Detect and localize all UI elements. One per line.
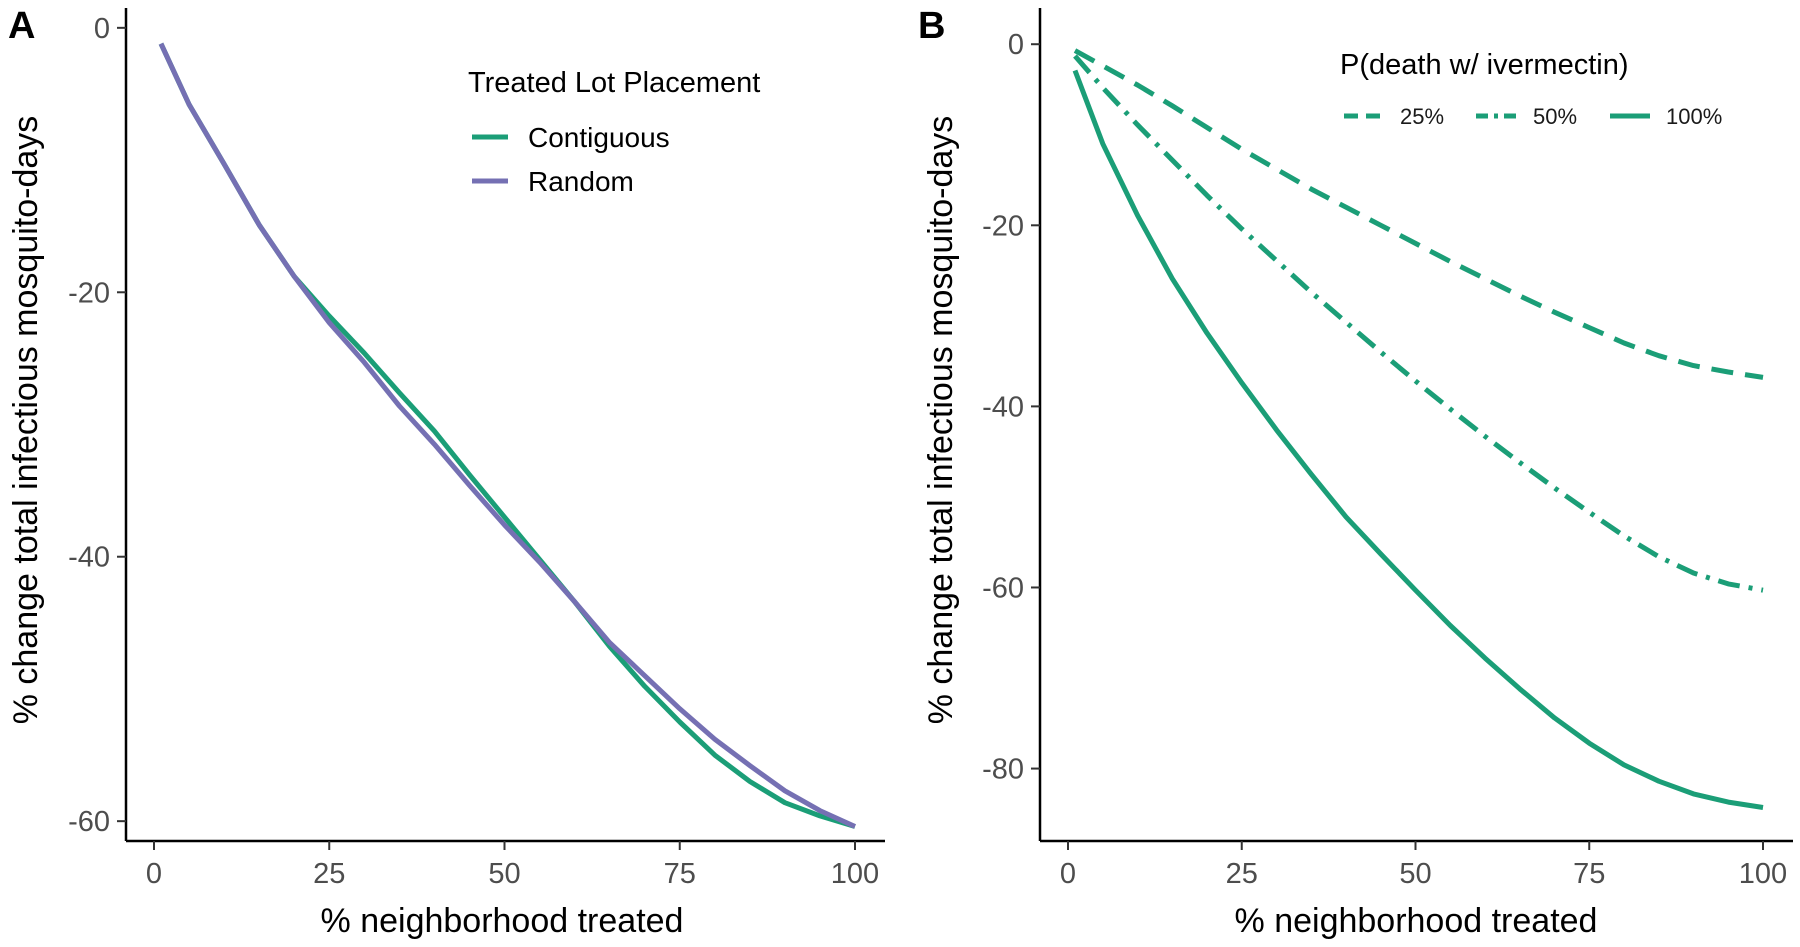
series-line-random <box>158 42 857 829</box>
panel-b-axes: 0 25 50 75 100 0 -20 -40 -60 -80 <box>982 8 1793 890</box>
panel-a: A 0 25 50 75 100 0 -20 -40 -60 % neighborhood tr… <box>7 5 885 940</box>
panel-b-legend-title: P(death w/ ivermectin) <box>1340 49 1629 81</box>
panel-b-letter: B <box>918 5 945 47</box>
y-tick-label: -60 <box>68 806 110 838</box>
x-tick-label: 100 <box>831 858 879 890</box>
y-tick-label: 0 <box>94 13 110 45</box>
panel-b-x-axis-title: % neighborhood treated <box>1235 902 1598 940</box>
y-tick-label: -20 <box>982 210 1024 242</box>
x-tick-label: 75 <box>1573 858 1605 890</box>
legend-label-25: 25% <box>1400 104 1444 129</box>
y-tick-label: -20 <box>68 277 110 309</box>
panel-a-axes: 0 25 50 75 100 0 -20 -40 -60 <box>68 8 885 890</box>
x-tick-label: 50 <box>488 858 520 890</box>
series-line-100 <box>1072 69 1764 810</box>
x-tick-label: 25 <box>313 858 345 890</box>
y-tick-label: -60 <box>982 572 1024 604</box>
x-tick-label: 50 <box>1399 858 1431 890</box>
series-line-25 <box>1073 48 1764 380</box>
panel-a-legend-title: Treated Lot Placement <box>468 67 760 99</box>
x-tick-label: 100 <box>1739 858 1787 890</box>
x-tick-label: 0 <box>1060 858 1076 890</box>
x-tick-label: 0 <box>146 858 162 890</box>
y-tick-label: 0 <box>1008 29 1024 61</box>
legend-label-random: Random <box>528 166 634 197</box>
panel-b-series <box>1072 48 1764 810</box>
y-tick-label: -40 <box>982 391 1024 423</box>
x-tick-label: 25 <box>1226 858 1258 890</box>
panel-a-series <box>158 42 857 829</box>
legend-label-contiguous: Contiguous <box>528 122 670 153</box>
x-tick-label: 75 <box>664 858 696 890</box>
y-tick-label: -40 <box>68 542 110 574</box>
series-line-50 <box>1073 54 1764 593</box>
panel-b: B 0 25 50 75 100 0 -20 -40 -60 -80 % neighborhood… <box>918 5 1793 940</box>
legend-label-50: 50% <box>1533 104 1577 129</box>
y-tick-label: -80 <box>982 754 1024 786</box>
series-line-contiguous <box>158 42 856 829</box>
panel-b-y-axis-title: % change total infectious mosquito-days <box>922 116 960 725</box>
panel-a-legend: Treated Lot Placement Contiguous Random <box>468 67 760 197</box>
panel-b-legend: P(death w/ ivermectin) 25% 50% 100% <box>1340 49 1722 129</box>
panel-a-y-axis-title: % change total infectious mosquito-days <box>7 116 45 725</box>
panel-a-x-axis-title: % neighborhood treated <box>321 902 684 940</box>
legend-label-100: 100% <box>1666 104 1722 129</box>
panel-a-letter: A <box>8 5 35 47</box>
